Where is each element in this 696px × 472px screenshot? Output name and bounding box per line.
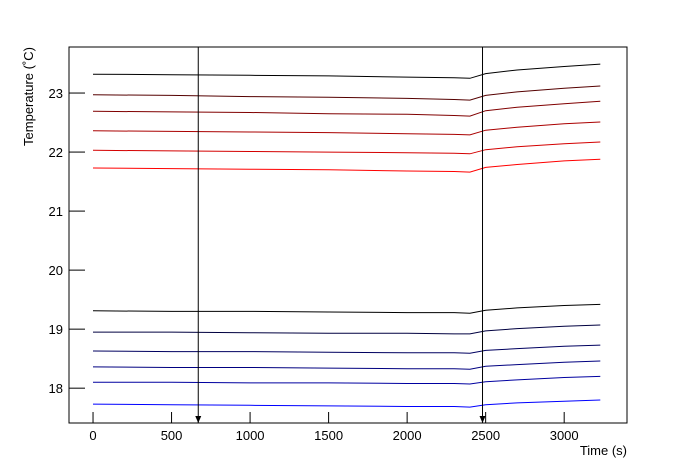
y-tick-label: 21 (49, 204, 63, 219)
series-line (92, 141, 601, 155)
y-tick-label: 18 (49, 381, 63, 396)
x-tick-label: 1000 (236, 428, 265, 443)
series-line (92, 360, 601, 370)
marker-arrow (479, 416, 486, 423)
y-tick-label: 23 (49, 86, 63, 101)
y-tick-label: 19 (49, 322, 63, 337)
series-line (92, 85, 601, 101)
marker-arrow (195, 416, 202, 423)
series-line (92, 63, 601, 79)
y-axis-title: Temperature (˚C) (21, 47, 36, 146)
x-tick-label: 2500 (471, 428, 500, 443)
series-line (93, 324, 601, 335)
x-tick-label: 500 (161, 428, 183, 443)
series-line (92, 399, 601, 408)
x-tick-label: 3000 (550, 428, 579, 443)
series-line (92, 158, 601, 173)
x-tick-label: 2000 (393, 428, 422, 443)
y-tick-label: 22 (49, 145, 63, 160)
plot-frame (68, 46, 628, 424)
x-axis-title: Time (s) (580, 443, 627, 458)
y-tick-label: 20 (49, 263, 63, 278)
series-line (93, 375, 601, 385)
series-line (92, 121, 601, 136)
series-line (92, 303, 601, 314)
x-tick-label: 0 (89, 428, 96, 443)
series-line (92, 344, 601, 354)
series-line (92, 100, 601, 117)
x-tick-label: 1500 (314, 428, 343, 443)
